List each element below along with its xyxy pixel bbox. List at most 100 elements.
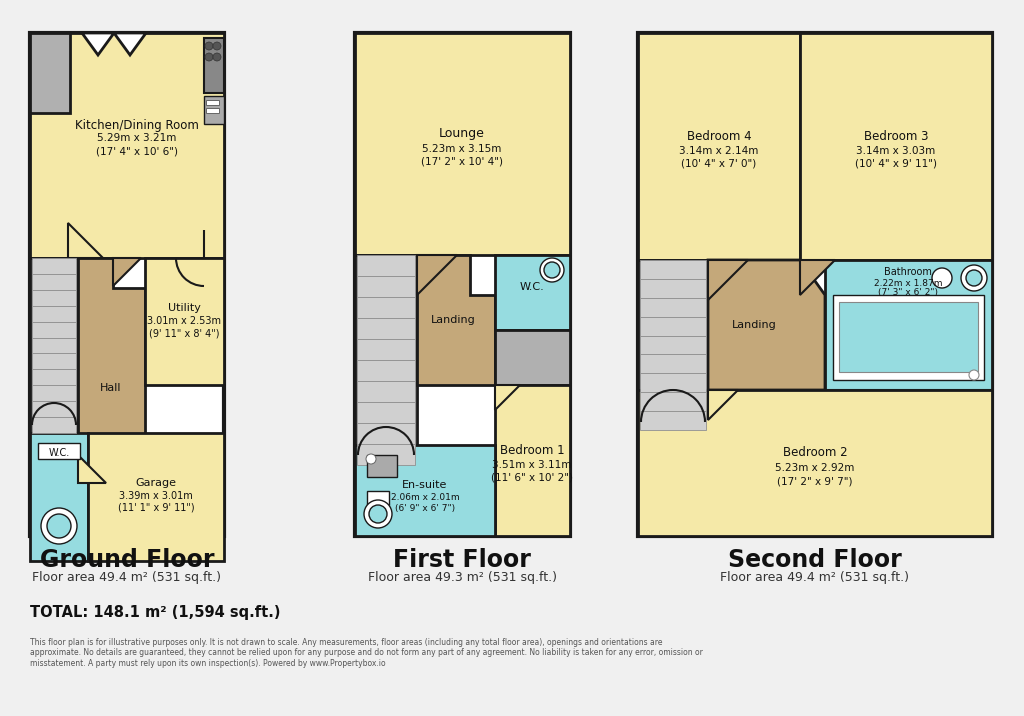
Bar bbox=[638, 33, 992, 536]
Circle shape bbox=[205, 42, 213, 50]
Bar bbox=[32, 385, 76, 401]
Circle shape bbox=[540, 258, 564, 282]
Bar bbox=[357, 360, 415, 381]
Circle shape bbox=[544, 262, 560, 278]
Bar bbox=[30, 258, 78, 433]
Circle shape bbox=[213, 53, 221, 61]
Bar bbox=[640, 260, 706, 279]
Text: Landing: Landing bbox=[431, 315, 475, 325]
Text: Bedroom 4: Bedroom 4 bbox=[687, 130, 752, 142]
Bar bbox=[204, 96, 224, 124]
Circle shape bbox=[213, 42, 221, 50]
Bar bbox=[206, 108, 219, 113]
Bar bbox=[357, 339, 415, 360]
Polygon shape bbox=[708, 260, 825, 390]
Circle shape bbox=[205, 53, 213, 61]
Circle shape bbox=[41, 508, 77, 544]
Text: Landing: Landing bbox=[731, 320, 776, 330]
Bar bbox=[30, 33, 224, 536]
Bar bbox=[357, 444, 415, 465]
Bar bbox=[88, 433, 224, 561]
Bar bbox=[357, 297, 415, 318]
Text: Lounge: Lounge bbox=[439, 127, 485, 140]
Text: Bedroom 3: Bedroom 3 bbox=[864, 130, 928, 142]
Bar bbox=[495, 385, 570, 536]
Bar bbox=[640, 298, 706, 316]
Bar bbox=[825, 390, 992, 430]
Polygon shape bbox=[417, 255, 495, 385]
Circle shape bbox=[364, 500, 392, 528]
Bar bbox=[495, 255, 570, 330]
Polygon shape bbox=[82, 33, 114, 55]
Bar bbox=[355, 445, 495, 536]
Text: 5.29m x 3.21m: 5.29m x 3.21m bbox=[97, 133, 177, 143]
Bar bbox=[32, 321, 76, 337]
Bar bbox=[32, 337, 76, 354]
Bar bbox=[357, 276, 415, 297]
Polygon shape bbox=[78, 258, 145, 483]
Circle shape bbox=[961, 265, 987, 291]
Text: Floor area 49.4 m² (531 sq.ft.): Floor area 49.4 m² (531 sq.ft.) bbox=[721, 571, 909, 584]
Polygon shape bbox=[495, 385, 520, 410]
Text: (6' 9" x 6' 7"): (6' 9" x 6' 7") bbox=[395, 505, 455, 513]
Bar bbox=[30, 33, 224, 258]
Bar bbox=[367, 491, 389, 505]
Text: Floor area 49.3 m² (531 sq.ft.): Floor area 49.3 m² (531 sq.ft.) bbox=[368, 571, 556, 584]
Bar bbox=[640, 336, 706, 354]
Text: 5.23m x 3.15m: 5.23m x 3.15m bbox=[422, 144, 502, 154]
Bar bbox=[204, 38, 224, 93]
Text: 5.23m x 2.92m: 5.23m x 2.92m bbox=[775, 463, 855, 473]
Text: First Floor: First Floor bbox=[393, 548, 530, 572]
Polygon shape bbox=[417, 255, 457, 295]
Bar bbox=[839, 302, 978, 372]
Text: Kitchen/Dining Room: Kitchen/Dining Room bbox=[75, 119, 199, 132]
Bar bbox=[32, 417, 76, 433]
Polygon shape bbox=[68, 223, 103, 258]
Polygon shape bbox=[78, 455, 106, 483]
Text: Hall: Hall bbox=[100, 383, 122, 393]
Text: (11' 6" x 10' 2"): (11' 6" x 10' 2") bbox=[490, 473, 573, 483]
Text: Bedroom 2: Bedroom 2 bbox=[782, 447, 847, 460]
Bar bbox=[367, 455, 397, 477]
Text: En-suite: En-suite bbox=[402, 480, 447, 490]
Circle shape bbox=[932, 268, 952, 288]
Bar bbox=[495, 330, 570, 385]
Text: (17' 2" x 10' 4"): (17' 2" x 10' 4") bbox=[421, 157, 503, 167]
Text: 3.51m x 3.11m: 3.51m x 3.11m bbox=[493, 460, 571, 470]
Bar bbox=[638, 260, 708, 430]
Bar bbox=[640, 411, 706, 430]
Bar bbox=[640, 354, 706, 373]
Bar bbox=[800, 33, 992, 260]
Bar bbox=[640, 279, 706, 298]
Text: W.C.: W.C. bbox=[48, 448, 70, 458]
Text: This floor plan is for illustrative purposes only. It is not drawn to scale. Any: This floor plan is for illustrative purp… bbox=[30, 638, 702, 668]
Bar bbox=[640, 373, 706, 392]
Bar bbox=[357, 318, 415, 339]
Circle shape bbox=[966, 270, 982, 286]
Polygon shape bbox=[114, 33, 146, 55]
Bar bbox=[640, 316, 706, 336]
Polygon shape bbox=[708, 390, 738, 420]
Bar bbox=[30, 433, 88, 561]
Text: Ground Floor: Ground Floor bbox=[40, 548, 214, 572]
Bar bbox=[32, 290, 76, 306]
Bar bbox=[825, 260, 992, 390]
Bar bbox=[357, 381, 415, 402]
Bar bbox=[32, 306, 76, 321]
Text: 3.01m x 2.53m: 3.01m x 2.53m bbox=[147, 316, 221, 326]
Text: Utility: Utility bbox=[168, 303, 201, 313]
Text: 2.22m x 1.87m: 2.22m x 1.87m bbox=[873, 279, 942, 288]
Text: (7' 3" x 6' 2"): (7' 3" x 6' 2") bbox=[878, 289, 938, 298]
Text: (10' 4" x 9' 11"): (10' 4" x 9' 11") bbox=[855, 159, 937, 169]
Text: 3.14m x 2.14m: 3.14m x 2.14m bbox=[679, 146, 759, 156]
Bar bbox=[355, 255, 417, 465]
Bar bbox=[638, 33, 800, 260]
Bar bbox=[206, 100, 219, 105]
Text: (17' 4" x 10' 6"): (17' 4" x 10' 6") bbox=[96, 146, 178, 156]
Bar bbox=[355, 33, 570, 255]
Text: (17' 2" x 9' 7"): (17' 2" x 9' 7") bbox=[777, 476, 853, 486]
Circle shape bbox=[47, 514, 71, 538]
Bar bbox=[640, 392, 706, 411]
Bar bbox=[357, 255, 415, 276]
Text: TOTAL: 148.1 m² (1,594 sq.ft.): TOTAL: 148.1 m² (1,594 sq.ft.) bbox=[30, 606, 281, 621]
